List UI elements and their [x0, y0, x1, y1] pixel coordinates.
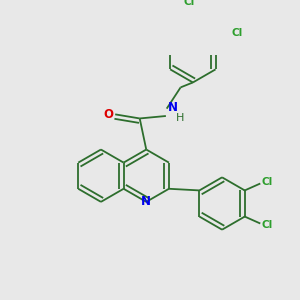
- Text: N: N: [167, 101, 178, 114]
- Text: Cl: Cl: [261, 177, 272, 187]
- Text: Cl: Cl: [184, 0, 195, 7]
- Text: O: O: [103, 108, 114, 121]
- Text: Cl: Cl: [261, 220, 272, 230]
- Text: H: H: [176, 113, 184, 123]
- Text: Cl: Cl: [232, 28, 243, 38]
- Text: N: N: [141, 195, 151, 208]
